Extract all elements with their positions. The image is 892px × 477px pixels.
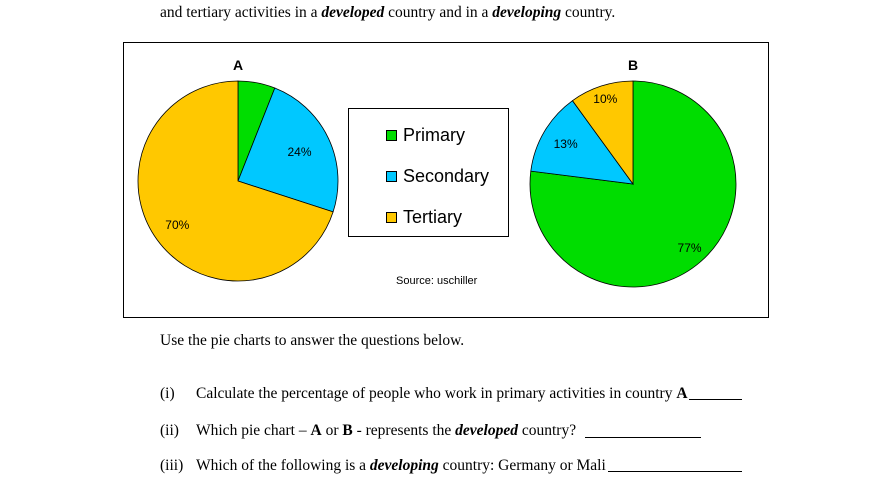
legend-swatch-tertiary <box>386 211 397 223</box>
question-text: country: Germany or Mali <box>438 457 606 474</box>
question-text: or <box>321 422 343 439</box>
question-text: Which of the following is a <box>196 457 370 474</box>
question-bold: B <box>342 422 353 439</box>
pie-slice-b-secondary <box>530 100 634 185</box>
legend: Primary Secondary Tertiary <box>348 108 509 237</box>
pie-slice-a-secondary <box>237 87 339 213</box>
pie-data-label: 77% <box>678 241 702 255</box>
question-number: (ii) <box>160 422 179 439</box>
pie-title: B <box>628 57 638 73</box>
pie-data-label: 13% <box>554 137 578 151</box>
intro-segment: and tertiary activities in a <box>160 4 322 21</box>
intro-segment: country. <box>561 4 616 21</box>
question-2: (ii) Which pie chart – A or B - represent… <box>160 422 576 440</box>
pie-data-label: 10% <box>593 92 617 106</box>
intro-developed: developed <box>321 4 385 21</box>
source-text: Source: uschiller <box>396 275 478 287</box>
question-text: Which pie chart – <box>196 422 311 439</box>
question-text: Calculate the percentage of people who w… <box>196 385 677 402</box>
pie-slice-b-tertiary <box>571 80 634 186</box>
question-emphasis: developing <box>369 457 439 474</box>
answer-line-3[interactable] <box>608 471 742 472</box>
pie-title: A <box>233 57 243 73</box>
legend-swatch-secondary <box>386 170 397 182</box>
legend-label: Primary <box>403 124 465 145</box>
answer-line-1[interactable] <box>689 399 742 400</box>
legend-item-secondary: Secondary <box>386 165 489 187</box>
question-1: (i) Calculate the percentage of people wh… <box>160 385 688 403</box>
legend-item-primary: Primary <box>386 124 465 146</box>
intro-text: and tertiary activities in a developed c… <box>160 4 615 22</box>
question-number: (iii) <box>160 457 184 474</box>
legend-label: Secondary <box>403 165 490 186</box>
figure-box: 24% 70% A 77% 13% 10% B Primary Secondary Tert… <box>123 42 769 318</box>
instructions: Use the pie charts to answer the questio… <box>160 332 465 349</box>
pie-charts: 24% 70% A 77% 13% 10% B <box>137 57 737 288</box>
question-bold: A <box>310 422 322 439</box>
answer-line-2[interactable] <box>585 437 701 438</box>
legend-label: Tertiary <box>403 206 463 227</box>
pie-data-label: 24% <box>288 145 312 159</box>
question-text: country? <box>517 422 577 439</box>
legend-swatch-primary <box>386 129 397 141</box>
question-text: - represents the <box>352 422 456 439</box>
question-emphasis: developed <box>455 422 518 439</box>
pie-slice-a-tertiary <box>137 80 334 282</box>
question-bold: A <box>676 385 688 402</box>
question-number: (i) <box>160 385 175 402</box>
intro-developing: developing <box>492 4 562 21</box>
legend-item-tertiary: Tertiary <box>386 206 462 228</box>
intro-segment: country and in a <box>384 4 493 21</box>
question-3: (iii) Which of the following is a develop… <box>160 457 606 475</box>
pie-data-label: 70% <box>165 218 189 232</box>
